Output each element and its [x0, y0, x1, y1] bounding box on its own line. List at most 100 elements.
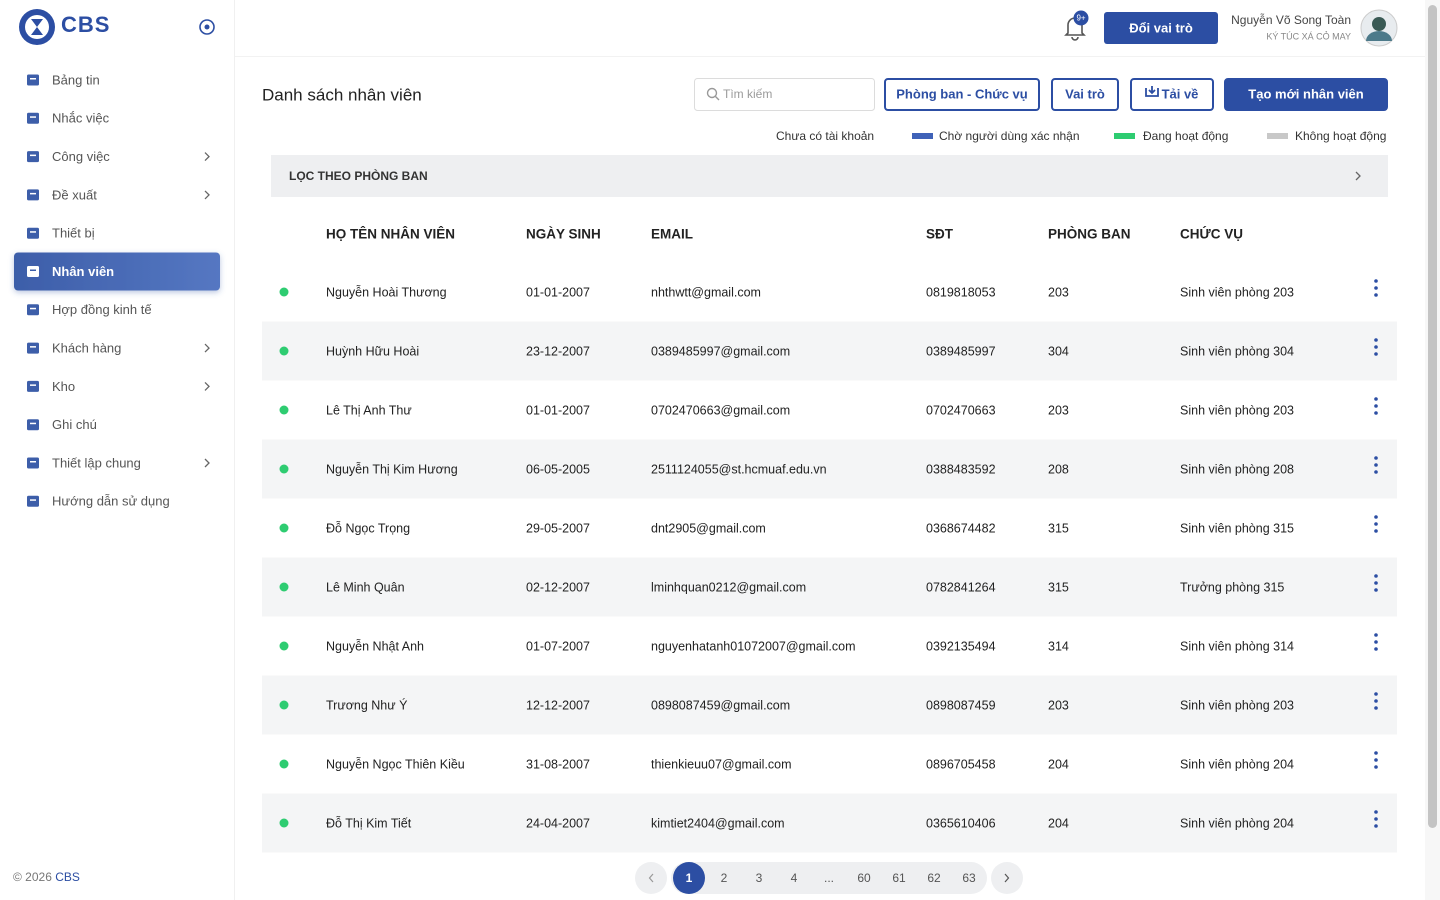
- page-title: Danh sách nhân viên: [262, 85, 422, 104]
- outline-button[interactable]: [884, 78, 1040, 111]
- row-menu-dot[interactable]: [1374, 352, 1378, 356]
- page-number[interactable]: 61: [892, 871, 906, 885]
- page-number[interactable]: 62: [927, 871, 941, 885]
- prev-button[interactable]: [635, 862, 667, 894]
- row-band: [262, 557, 1397, 617]
- user-name: Nguyễn Võ Song Toàn: [1231, 12, 1351, 27]
- row-menu-dot[interactable]: [1374, 765, 1378, 769]
- row-menu-dot[interactable]: [1374, 279, 1378, 283]
- menu-icon: [27, 342, 39, 354]
- menu-icon: [27, 151, 39, 163]
- row-menu-dot[interactable]: [1374, 758, 1378, 762]
- cell: 2511124055@st.hcmuaf.edu.vn: [651, 462, 827, 476]
- cell: Trương Như Ý: [326, 697, 408, 712]
- menu-label[interactable]: Khách hàng: [52, 341, 121, 356]
- menu-label[interactable]: Kho: [52, 379, 75, 394]
- cell: 304: [1048, 344, 1069, 358]
- row-menu-dot[interactable]: [1374, 751, 1378, 755]
- cell: Huỳnh Hữu Hoài: [326, 344, 419, 358]
- menu-active-bg[interactable]: [14, 252, 220, 291]
- cell: 0702470663: [926, 403, 996, 417]
- page-number[interactable]: 2: [721, 871, 728, 885]
- menu: Bảng tin Nhắc việc Công việc Đề xuất Thiết b…: [14, 72, 220, 509]
- page-number[interactable]: 4: [791, 871, 798, 885]
- settings-icon[interactable]: [199, 19, 215, 35]
- row-menu-dot[interactable]: [1374, 293, 1378, 297]
- next-button[interactable]: [991, 862, 1023, 894]
- cell: 208: [1048, 462, 1069, 476]
- row-menu-dot[interactable]: [1374, 706, 1378, 710]
- switch-role-button[interactable]: [1104, 12, 1218, 44]
- scrollbar-thumb[interactable]: [1428, 5, 1437, 828]
- row-menu-dot[interactable]: [1374, 404, 1378, 408]
- row-menu-dot[interactable]: [1374, 574, 1378, 578]
- menu-label[interactable]: Bảng tin: [52, 72, 100, 87]
- filter-chevron: [1355, 171, 1361, 181]
- row-menu-dot[interactable]: [1374, 338, 1378, 342]
- sidebar-border: [234, 0, 235, 900]
- current-page[interactable]: [673, 862, 705, 894]
- page-number[interactable]: 63: [962, 871, 976, 885]
- row-menu-dot[interactable]: [1374, 470, 1378, 474]
- cell: Sinh viên phòng 204: [1180, 816, 1294, 830]
- menu-label[interactable]: Nhân viên: [52, 264, 114, 279]
- table: HỌ TÊN NHÂN VIÊN NGÀY SINH EMAIL SĐT PHÒNG B…: [262, 227, 1397, 853]
- cell: dnt2905@gmail.com: [651, 521, 766, 535]
- page-number[interactable]: 60: [857, 871, 871, 885]
- row-menu-dot[interactable]: [1374, 817, 1378, 821]
- menu-label[interactable]: Công việc: [52, 149, 110, 164]
- cell: 01-01-2007: [526, 285, 590, 299]
- menu-icon: [27, 74, 39, 86]
- menu-label[interactable]: Thiết bị: [52, 226, 95, 241]
- row-menu-dot[interactable]: [1374, 699, 1378, 703]
- row-band: [262, 675, 1397, 735]
- search-icon-handle: [715, 96, 720, 101]
- filter-bar[interactable]: [271, 155, 1388, 197]
- row-menu-dot[interactable]: [1374, 456, 1378, 460]
- menu-label[interactable]: Ghi chú: [52, 417, 97, 432]
- row-menu-dot[interactable]: [1374, 286, 1378, 290]
- row-menu-dot[interactable]: [1374, 345, 1378, 349]
- button-label: Vai trò: [1065, 86, 1105, 101]
- cell: 29-05-2007: [526, 521, 590, 535]
- cell: 203: [1048, 403, 1069, 417]
- page-number[interactable]: 1: [686, 871, 693, 885]
- topbar-border: [235, 56, 1425, 57]
- row-menu-dot[interactable]: [1374, 529, 1378, 533]
- row-menu-dot[interactable]: [1374, 692, 1378, 696]
- menu-icon-detail: [30, 307, 36, 310]
- search-box[interactable]: [694, 78, 875, 111]
- cell: 0898087459@gmail.com: [651, 698, 790, 712]
- row-menu-dot[interactable]: [1374, 633, 1378, 637]
- row-menu-dot[interactable]: [1374, 581, 1378, 585]
- menu-label[interactable]: Thiết lập chung: [52, 455, 141, 470]
- menu-icon-detail: [30, 192, 36, 195]
- row-menu-dot[interactable]: [1374, 824, 1378, 828]
- row-menu-dot[interactable]: [1374, 397, 1378, 401]
- toolbar: Phòng ban - Chức vụ Vai trò Tải về Tạo mới …: [884, 78, 1388, 111]
- outline-button[interactable]: [1051, 78, 1119, 111]
- menu-chevron: [204, 343, 210, 353]
- footer-brand[interactable]: CBS: [55, 870, 80, 884]
- column-header: EMAIL: [651, 227, 693, 242]
- cell: 0898087459: [926, 698, 996, 712]
- page-number[interactable]: 3: [756, 871, 763, 885]
- menu-label[interactable]: Nhắc việc: [52, 111, 110, 126]
- primary-button[interactable]: [1224, 78, 1388, 111]
- row-menu-dot[interactable]: [1374, 647, 1378, 651]
- row-menu-dot[interactable]: [1374, 522, 1378, 526]
- menu-label[interactable]: Hợp đồng kinh tế: [52, 302, 152, 317]
- row-menu-dot[interactable]: [1374, 463, 1378, 467]
- row-menu-dot[interactable]: [1374, 640, 1378, 644]
- row-menu-dot[interactable]: [1374, 810, 1378, 814]
- menu-label[interactable]: Đề xuất: [52, 187, 97, 202]
- row-menu-dot[interactable]: [1374, 515, 1378, 519]
- row-menu-dot[interactable]: [1374, 588, 1378, 592]
- cell: thienkieuu07@gmail.com: [651, 757, 792, 771]
- page-number[interactable]: ...: [824, 871, 834, 885]
- row-menu-dot[interactable]: [1374, 411, 1378, 415]
- status-dot: [279, 582, 289, 592]
- menu-label[interactable]: Hướng dẫn sử dụng: [52, 494, 170, 509]
